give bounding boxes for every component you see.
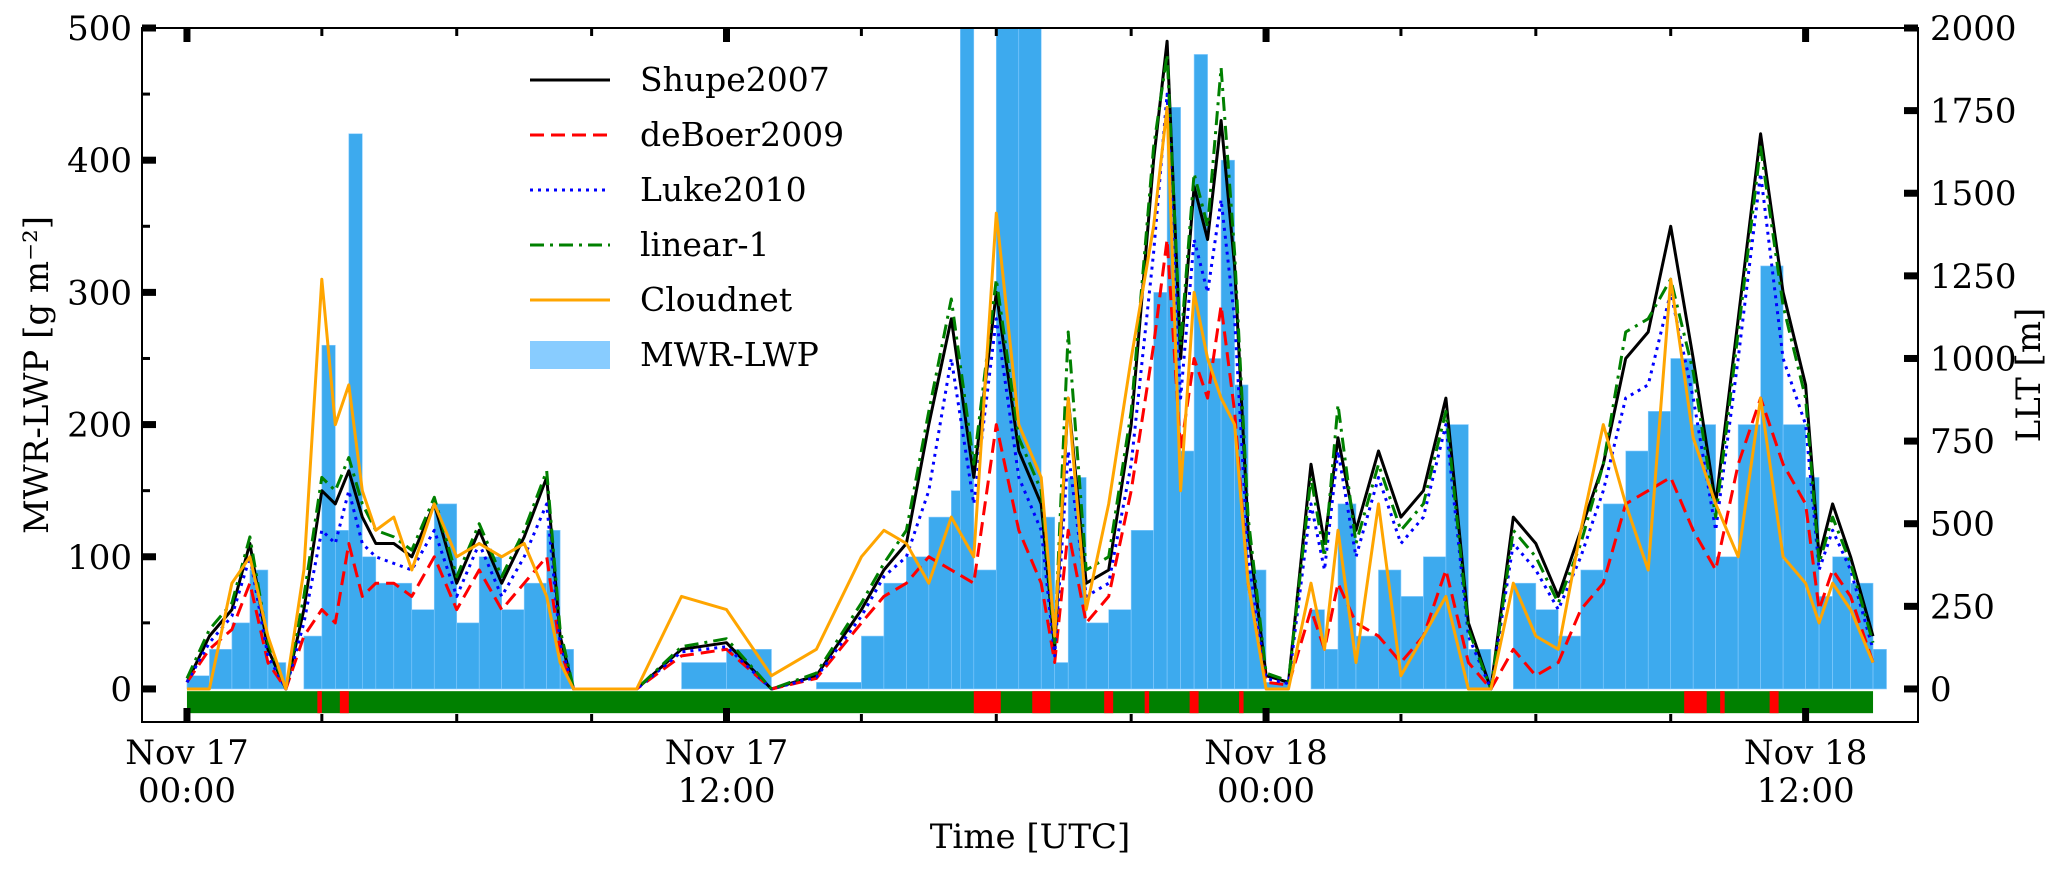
y-tick-label: 300 — [67, 273, 132, 313]
mwr-lwp-bar — [523, 582, 547, 690]
mwr-lwp-bar — [1715, 556, 1739, 690]
flag-bar-flagged — [1239, 691, 1244, 714]
mwr-lwp-bar — [928, 516, 952, 690]
y-right-tick-label: 1750 — [1930, 92, 2017, 132]
x-axis-title: Time [UTC] — [930, 817, 1131, 857]
mwr-lwp-bar — [1130, 530, 1154, 690]
legend-label-deboer2009: deBoer2009 — [640, 115, 844, 154]
mwr-lwp-bar — [861, 635, 885, 690]
mwr-lwp-bar — [681, 662, 727, 690]
y-right-tick-label: 0 — [1930, 670, 1952, 710]
y-right-tick-label: 1000 — [1930, 339, 2017, 379]
mwr-lwp-bar — [1872, 648, 1887, 690]
y-tick-label: 100 — [67, 538, 132, 578]
flag-bar-flagged — [1720, 691, 1725, 714]
series-lines — [185, 39, 1875, 691]
y-tick-label: 400 — [67, 141, 132, 181]
x-tick-label-time: 12:00 — [678, 771, 776, 811]
mwr-lwp-bar — [816, 682, 862, 690]
x-tick-label-time: 00:00 — [138, 771, 236, 811]
mwr-lwp-bar — [1180, 450, 1195, 690]
legend: Shupe2007 deBoer2009 Luke2010 linear-1 Cloud… — [530, 60, 844, 374]
x-tick-label-time: 00:00 — [1217, 771, 1315, 811]
y-right-tick-label: 250 — [1930, 587, 1995, 627]
flag-bar-flagged — [1684, 691, 1707, 714]
y-tick-label: 200 — [67, 406, 132, 446]
mwr-lwp-bar — [1647, 411, 1672, 690]
y-tick-label: 500 — [67, 9, 132, 49]
flag-bar-flagged — [1189, 691, 1199, 714]
mwr-lwp-bar — [883, 582, 907, 690]
series-line-shupe2007 — [185, 39, 1875, 691]
series-line-linear-1 — [185, 52, 1875, 691]
legend-label-cloudnet: Cloudnet — [640, 280, 792, 319]
mwr-lwp-bars — [186, 27, 1887, 690]
mwr-lwp-bar — [1193, 54, 1208, 690]
mwr-lwp-bar — [1153, 292, 1168, 690]
plot-frame — [141, 27, 1919, 723]
x-tick-label-date: Nov 18 — [1744, 733, 1868, 773]
mwr-lwp-bar — [1602, 503, 1627, 690]
mwr-lwp-bar — [1818, 596, 1833, 690]
mwr-lwp-bar — [501, 609, 525, 690]
mwr-lwp-bar — [1625, 450, 1649, 690]
mwr-lwp-bar — [1558, 635, 1582, 690]
x-tick-label-date: Nov 17 — [125, 733, 249, 773]
legend-label-mwr-lwp: MWR-LWP — [640, 335, 819, 374]
y-right-tick-label: 1500 — [1930, 174, 2017, 214]
mwr-lwp-bar — [362, 556, 377, 690]
flag-bar — [186, 691, 1874, 714]
legend-swatch-mwr-lwp — [530, 341, 610, 369]
mwr-lwp-bar — [1054, 662, 1069, 690]
mwr-lwp-bar — [1018, 27, 1042, 690]
y-right-tick-label: 500 — [1930, 505, 1995, 545]
flag-bar-normal — [186, 691, 1874, 714]
mwr-lwp-bar — [1782, 424, 1806, 690]
axes — [141, 24, 1919, 723]
flag-bar-flagged — [1769, 691, 1779, 714]
mwr-lwp-bar — [393, 582, 413, 690]
mwr-lwp-bar — [411, 609, 435, 690]
flag-bar-flagged — [339, 691, 349, 714]
y-tick-label: 0 — [110, 670, 132, 710]
mwr-lwp-bar — [1108, 609, 1132, 690]
series-line-cloudnet — [187, 105, 1875, 691]
flag-bar-flagged — [1144, 691, 1150, 714]
series-line-deboer2009 — [185, 238, 1875, 691]
x-tick-label-date: Nov 17 — [665, 733, 789, 773]
mwr-lwp-bar — [960, 27, 975, 690]
y-right-tick-label: 1250 — [1930, 257, 2017, 297]
mwr-lwp-bar — [1832, 556, 1851, 690]
mwr-lwp-bar — [1737, 424, 1761, 690]
flag-bar-flagged — [973, 691, 1001, 714]
y-right-tick-label: 2000 — [1930, 9, 2017, 49]
y-axis-title-left: MWR-LWP [g m⁻²] — [17, 216, 57, 534]
mwr-lwp-bar — [1207, 358, 1222, 690]
x-tick-label-date: Nov 18 — [1204, 733, 1328, 773]
flag-bar-flagged — [1032, 691, 1051, 714]
mwr-lwp-bar — [348, 133, 363, 690]
tick-labels: 0 100 200 300 400 500 0 250 500 750 1000 1250 1500 17… — [67, 9, 2016, 811]
y-axis-title-right: LLT [m] — [2009, 308, 2049, 443]
mwr-lwp-bar — [231, 622, 251, 690]
mwr-lwp-bar — [303, 635, 323, 690]
x-tick-label-time: 12:00 — [1757, 771, 1855, 811]
legend-label-linear-1: linear-1 — [640, 225, 770, 264]
mwr-lwp-bar — [456, 622, 480, 690]
mwr-lwp-bar — [973, 569, 997, 690]
flag-bar-flagged — [317, 691, 322, 714]
mwr-lwp-bar — [375, 582, 395, 690]
flag-bar-flagged — [1104, 691, 1114, 714]
mwr-lwp-bar — [1324, 648, 1339, 690]
legend-label-shupe2007: Shupe2007 — [640, 60, 830, 99]
mwr-lwp-bar — [1085, 622, 1109, 690]
mwr-lwp-bar — [1535, 609, 1559, 690]
y-right-tick-label: 750 — [1930, 422, 1995, 462]
legend-label-luke2010: Luke2010 — [640, 170, 807, 209]
